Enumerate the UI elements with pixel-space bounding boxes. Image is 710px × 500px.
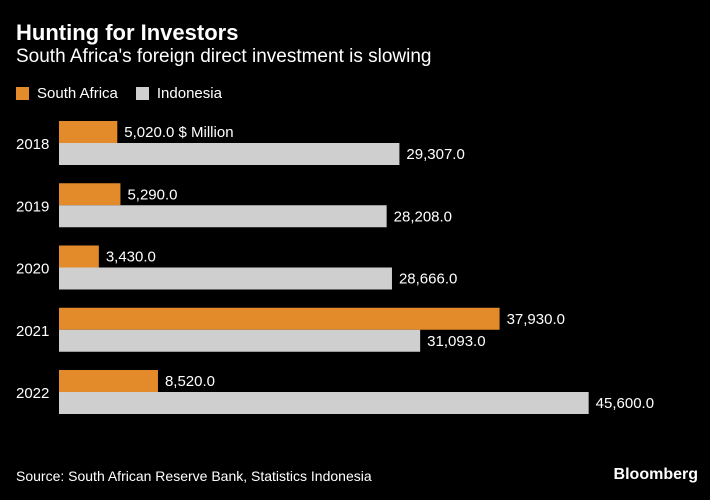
category-label-2019: 2019: [16, 198, 49, 215]
category-label-2021: 2021: [16, 323, 49, 340]
chart-title: Hunting for Investors: [16, 20, 239, 45]
bar-south-africa-2020: [59, 245, 99, 268]
legend-swatch-south-africa: [16, 87, 29, 100]
legend-swatch-indonesia: [135, 87, 149, 100]
data-label-indonesia-2022: 45,600.0: [596, 395, 654, 412]
legend-item-south-africa: South Africa: [16, 85, 118, 102]
bar-south-africa-2022: [59, 370, 158, 392]
category-label-2022: 2022: [16, 385, 49, 402]
data-label-indonesia-2019: 28,208.0: [394, 208, 452, 225]
data-label-indonesia-2018: 29,307.0: [406, 146, 464, 163]
data-label-indonesia-2020: 28,666.0: [399, 271, 457, 288]
legend-label-south-africa: South Africa: [37, 85, 118, 102]
brand-logo: Bloomberg: [613, 466, 698, 483]
data-label-south-africa-2019: 5,290.0: [127, 186, 177, 203]
category-label-2018: 2018: [16, 136, 49, 153]
bar-indonesia-2019: [59, 205, 387, 228]
source-note: Source: South African Reserve Bank, Stat…: [16, 468, 372, 484]
bar-south-africa-2018: [59, 121, 118, 143]
data-label-south-africa-2022: 8,520.0: [165, 373, 215, 390]
legend-item-indonesia: Indonesia: [135, 85, 222, 102]
legend: South Africa Indonesia: [16, 85, 240, 102]
data-label-south-africa-2021: 37,930.0: [507, 311, 565, 328]
data-label-south-africa-2018: 5,020.0 $ Million: [124, 124, 233, 141]
category-label-2020: 2020: [16, 261, 49, 278]
data-label-south-africa-2020: 3,430.0: [106, 249, 156, 266]
bar-south-africa-2021: [59, 307, 500, 330]
bar-indonesia-2021: [59, 329, 421, 352]
bar-south-africa-2019: [59, 183, 121, 206]
chart-subtitle: South Africa's foreign direct investment…: [16, 46, 432, 67]
bar-indonesia-2022: [59, 392, 589, 414]
data-label-indonesia-2021: 31,093.0: [427, 333, 485, 350]
bar-indonesia-2020: [59, 267, 392, 290]
legend-label-indonesia: Indonesia: [156, 85, 222, 102]
bar-indonesia-2018: [59, 143, 400, 165]
